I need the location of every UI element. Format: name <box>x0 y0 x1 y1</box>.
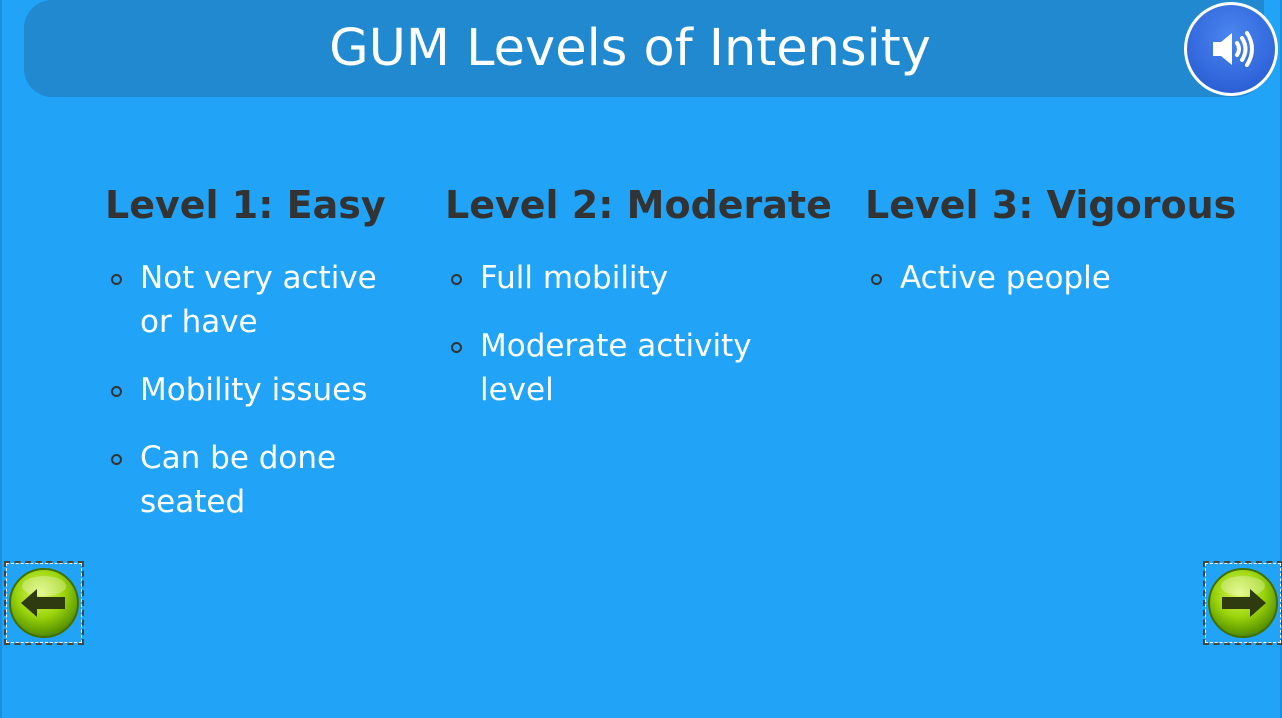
list-item-text: Can be done seated <box>140 440 337 520</box>
level-1-column: Level 1: Easy Not very active or have Mo… <box>105 178 405 548</box>
bullet-icon <box>111 454 122 465</box>
level-3-heading: Level 3: Vigorous <box>865 183 1237 227</box>
arrow-left-icon <box>9 568 79 638</box>
list-item-text: Mobility issues <box>140 372 368 408</box>
list-item: Can be done seated <box>105 436 405 524</box>
level-1-heading: Level 1: Easy <box>105 183 386 227</box>
bullet-icon <box>451 342 462 353</box>
bullet-icon <box>871 274 882 285</box>
list-item-text: Active people <box>900 260 1111 296</box>
list-item: Active people <box>865 256 1245 300</box>
bullet-icon <box>111 274 122 285</box>
list-item-text: Not very active or have <box>140 260 377 340</box>
audio-button[interactable] <box>1184 2 1278 96</box>
list-item: Not very active or have <box>105 256 405 344</box>
next-button[interactable] <box>1203 561 1282 645</box>
list-item: Moderate activity level <box>445 324 780 412</box>
list-item-text: Full mobility <box>480 260 669 296</box>
level-2-column: Level 2: Moderate Full mobility Moderate… <box>445 178 832 436</box>
level-3-column: Level 3: Vigorous Active people <box>865 178 1245 324</box>
level-1-list: Not very active or have Mobility issues … <box>105 256 405 524</box>
bullet-icon <box>451 274 462 285</box>
levels-columns: Level 1: Easy Not very active or have Mo… <box>2 178 1280 538</box>
title-bar: GUM Levels of Intensity <box>24 0 1264 97</box>
level-2-heading: Level 2: Moderate <box>445 183 832 227</box>
level-2-list: Full mobility Moderate activity level <box>445 256 825 412</box>
arrow-right-icon <box>1208 568 1278 638</box>
list-item-text: Moderate activity level <box>480 328 752 408</box>
back-button[interactable] <box>4 561 84 645</box>
list-item: Full mobility <box>445 256 825 300</box>
slide-title: GUM Levels of Intensity <box>329 19 931 78</box>
list-item: Mobility issues <box>105 368 405 412</box>
bullet-icon <box>111 386 122 397</box>
level-3-list: Active people <box>865 256 1245 300</box>
speaker-volume-icon <box>1187 5 1275 93</box>
